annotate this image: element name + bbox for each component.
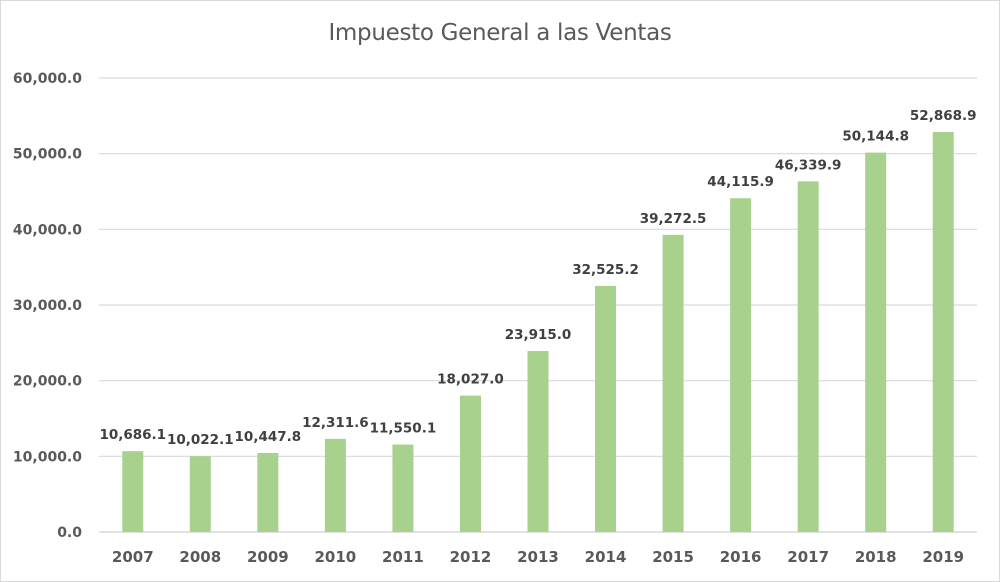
chart-title: Impuesto General a las Ventas [328, 20, 672, 46]
data-label-2008: 10,022.1 [167, 432, 234, 448]
bar-2011 [392, 444, 414, 532]
x-tick-label-2013: 2013 [517, 548, 559, 566]
x-tick-label-2016: 2016 [720, 548, 762, 566]
data-label-2007: 10,686.1 [99, 427, 166, 443]
data-label-2017: 46,339.9 [775, 157, 842, 173]
bar-2019 [932, 131, 954, 532]
bar-2016 [730, 198, 752, 532]
data-label-2018: 50,144.8 [842, 129, 909, 145]
x-tick-label-2012: 2012 [450, 548, 492, 566]
data-label-2012: 18,027.0 [437, 372, 504, 388]
bar-2018 [865, 152, 887, 532]
data-label-2010: 12,311.6 [302, 415, 369, 431]
data-label-2013: 23,915.0 [505, 327, 572, 343]
data-label-2019: 52,868.9 [910, 108, 977, 124]
bar-2013 [527, 351, 549, 532]
x-tick-label-2008: 2008 [179, 548, 221, 566]
y-tick-label: 30,000.0 [13, 298, 82, 314]
bar-2010 [324, 438, 346, 532]
y-tick-label: 0.0 [57, 525, 82, 541]
x-tick-label-2010: 2010 [315, 548, 357, 566]
bar-2015 [662, 234, 684, 533]
bar-2017 [797, 181, 819, 532]
data-label-2009: 10,447.8 [235, 429, 302, 445]
x-tick-label-2015: 2015 [652, 548, 694, 566]
y-tick-label: 20,000.0 [13, 374, 82, 390]
x-tick-label-2018: 2018 [855, 548, 897, 566]
x-tick-label-2019: 2019 [922, 548, 964, 566]
x-tick-label-2007: 2007 [112, 548, 154, 566]
x-tick-label-2011: 2011 [382, 548, 424, 566]
x-tick-label-2014: 2014 [585, 548, 627, 566]
bar-2007 [122, 451, 144, 532]
y-tick-label: 60,000.0 [13, 71, 82, 87]
y-tick-label: 10,000.0 [13, 449, 82, 465]
data-label-2016: 44,115.9 [707, 174, 774, 190]
bar-2012 [459, 395, 481, 532]
data-label-2014: 32,525.2 [572, 262, 639, 278]
x-tick-label-2017: 2017 [787, 548, 829, 566]
y-tick-label: 50,000.0 [13, 147, 82, 163]
y-tick-label: 40,000.0 [13, 222, 82, 238]
bar-2014 [595, 285, 617, 532]
bar-2009 [257, 452, 279, 532]
data-label-2015: 39,272.5 [640, 211, 707, 227]
bar-2008 [189, 456, 211, 532]
data-label-2011: 11,550.1 [370, 421, 437, 437]
x-tick-label-2009: 2009 [247, 548, 289, 566]
